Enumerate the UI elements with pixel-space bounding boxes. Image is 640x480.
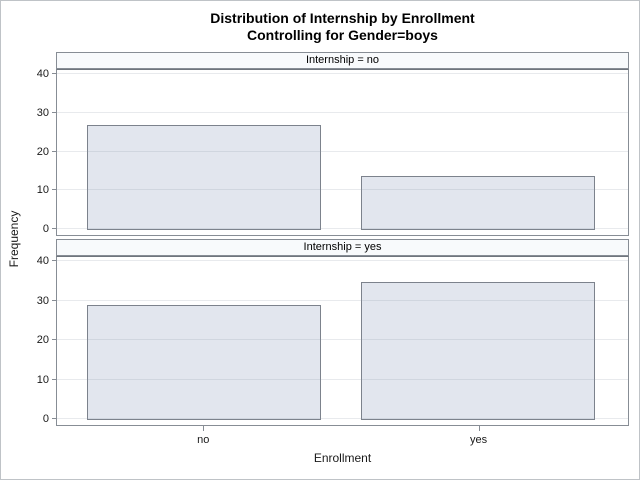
y-axis-title: Frequency xyxy=(7,210,21,268)
gridline-40 xyxy=(57,73,628,74)
panel-header-label: Internship = no xyxy=(305,54,380,66)
panel-header-label: Internship = yes xyxy=(303,241,382,253)
panels-container: Internship = no 0 10 20 30 40 Internship = yes… xyxy=(37,52,629,426)
gridline-10 xyxy=(57,189,628,191)
y-tick-label: 40 xyxy=(36,255,49,267)
y-tick-mark xyxy=(52,150,57,152)
panel-1: Internship = no 0 10 20 30 40 xyxy=(37,52,629,236)
gridline-10 xyxy=(57,378,628,380)
chart-title-line1: Distribution of Internship by Enrollment xyxy=(210,10,475,26)
y-tick-label: 20 xyxy=(36,145,49,158)
y-tick-mark xyxy=(52,111,57,113)
x-tick-label-no: no xyxy=(197,434,210,446)
y-tick-mark xyxy=(52,339,57,340)
x-tick-label-yes: yes xyxy=(470,434,488,446)
x-axis-title: Enrollment xyxy=(313,451,372,465)
bar-internship-yes-no xyxy=(86,305,321,420)
gridline-40 xyxy=(57,260,628,261)
y-tick-label: 10 xyxy=(36,373,49,386)
panel-header-1: Internship = no xyxy=(56,52,629,69)
chart-title-line2: Controlling for Gender=boys xyxy=(247,27,438,43)
y-tick-label: 30 xyxy=(36,106,49,119)
chart-title: Distribution of Internship by Enrollment… xyxy=(56,10,629,44)
plot-area-2: 0 10 20 30 40 xyxy=(37,255,629,426)
y-tick-mark xyxy=(52,228,57,229)
y-tick-label: 0 xyxy=(42,413,49,425)
y-tick-label: 20 xyxy=(36,334,49,346)
y-tick-label: 0 xyxy=(42,223,49,235)
y-tick-mark xyxy=(52,260,57,261)
gridline-30 xyxy=(57,299,628,301)
y-tick-mark xyxy=(52,418,57,419)
y-tick-label: 30 xyxy=(36,294,49,307)
plot-area-1: 0 10 20 30 40 xyxy=(37,68,629,236)
bar-internship-no-yes xyxy=(361,175,596,230)
gridline-20 xyxy=(57,339,628,340)
x-tick-mark xyxy=(203,426,205,431)
y-tick-mark xyxy=(52,378,57,380)
y-tick-label: 10 xyxy=(36,184,49,197)
x-tick-mark xyxy=(478,426,480,431)
gridline-20 xyxy=(57,150,628,152)
y-tick-mark xyxy=(52,73,57,74)
gridline-0 xyxy=(57,228,628,229)
gridline-0 xyxy=(57,418,628,419)
bar-internship-yes-yes xyxy=(361,281,596,420)
x-axis: no yes xyxy=(56,426,629,456)
bar-internship-no-no xyxy=(86,125,321,230)
y-tick-mark xyxy=(52,189,57,191)
panel-2: Internship = yes 0 10 20 30 40 xyxy=(37,239,629,426)
y-tick-mark xyxy=(52,299,57,301)
panel-header-2: Internship = yes xyxy=(56,239,629,256)
y-tick-label: 40 xyxy=(36,68,49,80)
gridline-30 xyxy=(57,111,628,113)
